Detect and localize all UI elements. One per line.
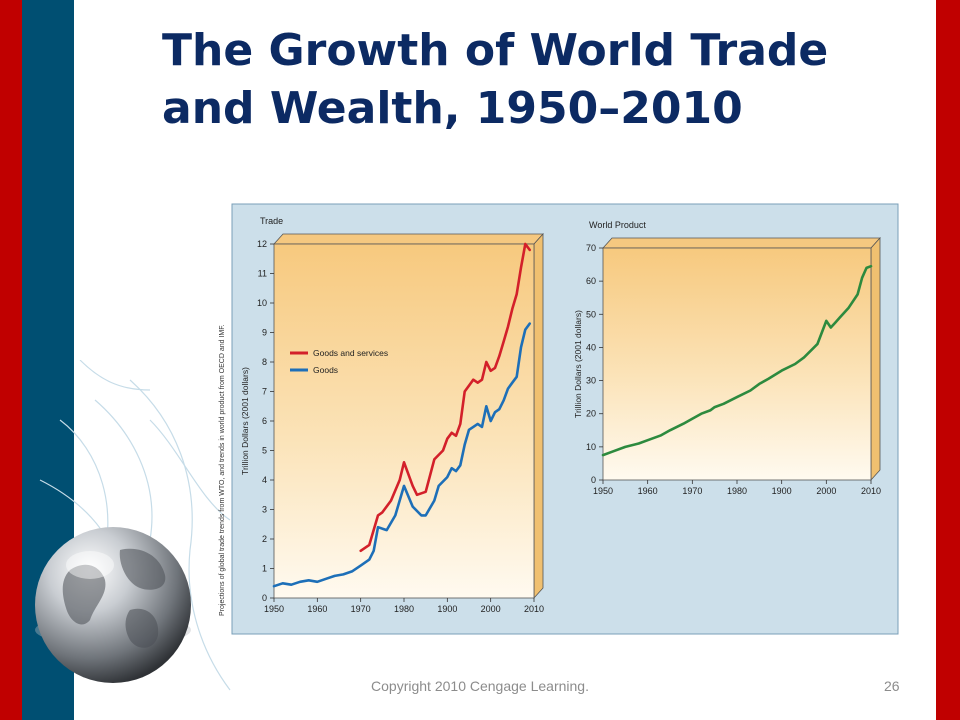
world-product-chart: World Product 0 10 20 30 40 50 60 70 1950 1960 1970…: [573, 220, 881, 496]
y-tick-label: 4: [262, 475, 267, 485]
x-tick-label: 1900: [437, 604, 457, 614]
figure-panel: Projections of global trade trends from …: [219, 203, 899, 635]
y-tick-label: 6: [262, 416, 267, 426]
globe-sphere: [35, 527, 191, 683]
y-tick-label: 50: [586, 309, 596, 319]
plot-top-face: [273, 233, 544, 245]
x-tick-label: 1970: [682, 486, 702, 496]
y-tick-label: 20: [586, 409, 596, 419]
y-tick-label: 60: [586, 276, 596, 286]
series-line-1: [601, 264, 873, 457]
source-note: Projections of global trade trends from …: [219, 324, 226, 616]
plot-top-face: [602, 237, 881, 249]
slide-title-line-2: and Wealth, 1950–2010: [162, 83, 743, 134]
y-tick-label: 3: [262, 505, 267, 515]
y-tick-label: 8: [262, 357, 267, 367]
y-tick-label: 0: [591, 475, 596, 485]
globe-decoration: [35, 360, 231, 691]
y-tick-label: 10: [257, 298, 267, 308]
y-tick-label: 2: [262, 534, 267, 544]
right-red-accent-bar: [936, 0, 960, 720]
x-tick-label: 2010: [861, 486, 881, 496]
y-tick-label: 5: [262, 446, 267, 456]
slide-title-line-1: The Growth of World Trade: [162, 25, 829, 76]
x-tick-label: 2010: [524, 604, 544, 614]
x-tick-label: 1980: [394, 604, 414, 614]
y-tick-label: 12: [257, 239, 267, 249]
legend-label: Goods: [313, 365, 338, 375]
y-axis-label: Trillion Dollars (2001 dollars): [573, 310, 583, 418]
x-tick-label: 1960: [307, 604, 327, 614]
plot-side-face: [533, 232, 544, 600]
globe-highlight: [66, 551, 114, 579]
x-tick-label: 1980: [727, 486, 747, 496]
x-tick-label: 1970: [351, 604, 371, 614]
y-axis-label: Trillion Dollars (2001 dollars): [240, 367, 250, 475]
y-tick-label: 7: [262, 387, 267, 397]
x-tick-label: 2000: [481, 604, 501, 614]
x-tick-label: 1950: [593, 486, 613, 496]
slide-title: The Growth of World Trade and Wealth, 19…: [162, 22, 922, 138]
y-tick-label: 40: [586, 342, 596, 352]
page-number: 26: [884, 678, 900, 694]
y-tick-label: 9: [262, 328, 267, 338]
y-tick-label: 10: [586, 442, 596, 452]
x-tick-label: 1900: [772, 486, 792, 496]
series-line-1: [359, 242, 532, 553]
plot-side-face: [870, 236, 881, 482]
y-tick-label: 1: [262, 564, 267, 574]
plot-area: [273, 243, 535, 599]
x-tick-label: 2000: [816, 486, 836, 496]
legend-label: Goods and services: [313, 348, 388, 358]
y-tick-label: 30: [586, 376, 596, 386]
x-tick-label: 1950: [264, 604, 284, 614]
chart-title: World Product: [589, 220, 646, 230]
copyright-footer: Copyright 2010 Cengage Learning.: [371, 678, 589, 694]
left-red-accent-bar: [0, 0, 22, 720]
series-line-2: [272, 322, 532, 588]
x-tick-label: 1960: [638, 486, 658, 496]
y-tick-label: 70: [586, 243, 596, 253]
y-tick-label: 0: [262, 593, 267, 603]
chart-title: Trade: [260, 216, 283, 226]
plot-area: [602, 247, 872, 481]
globe-continents: [62, 548, 166, 648]
y-tick-label: 11: [258, 269, 267, 279]
